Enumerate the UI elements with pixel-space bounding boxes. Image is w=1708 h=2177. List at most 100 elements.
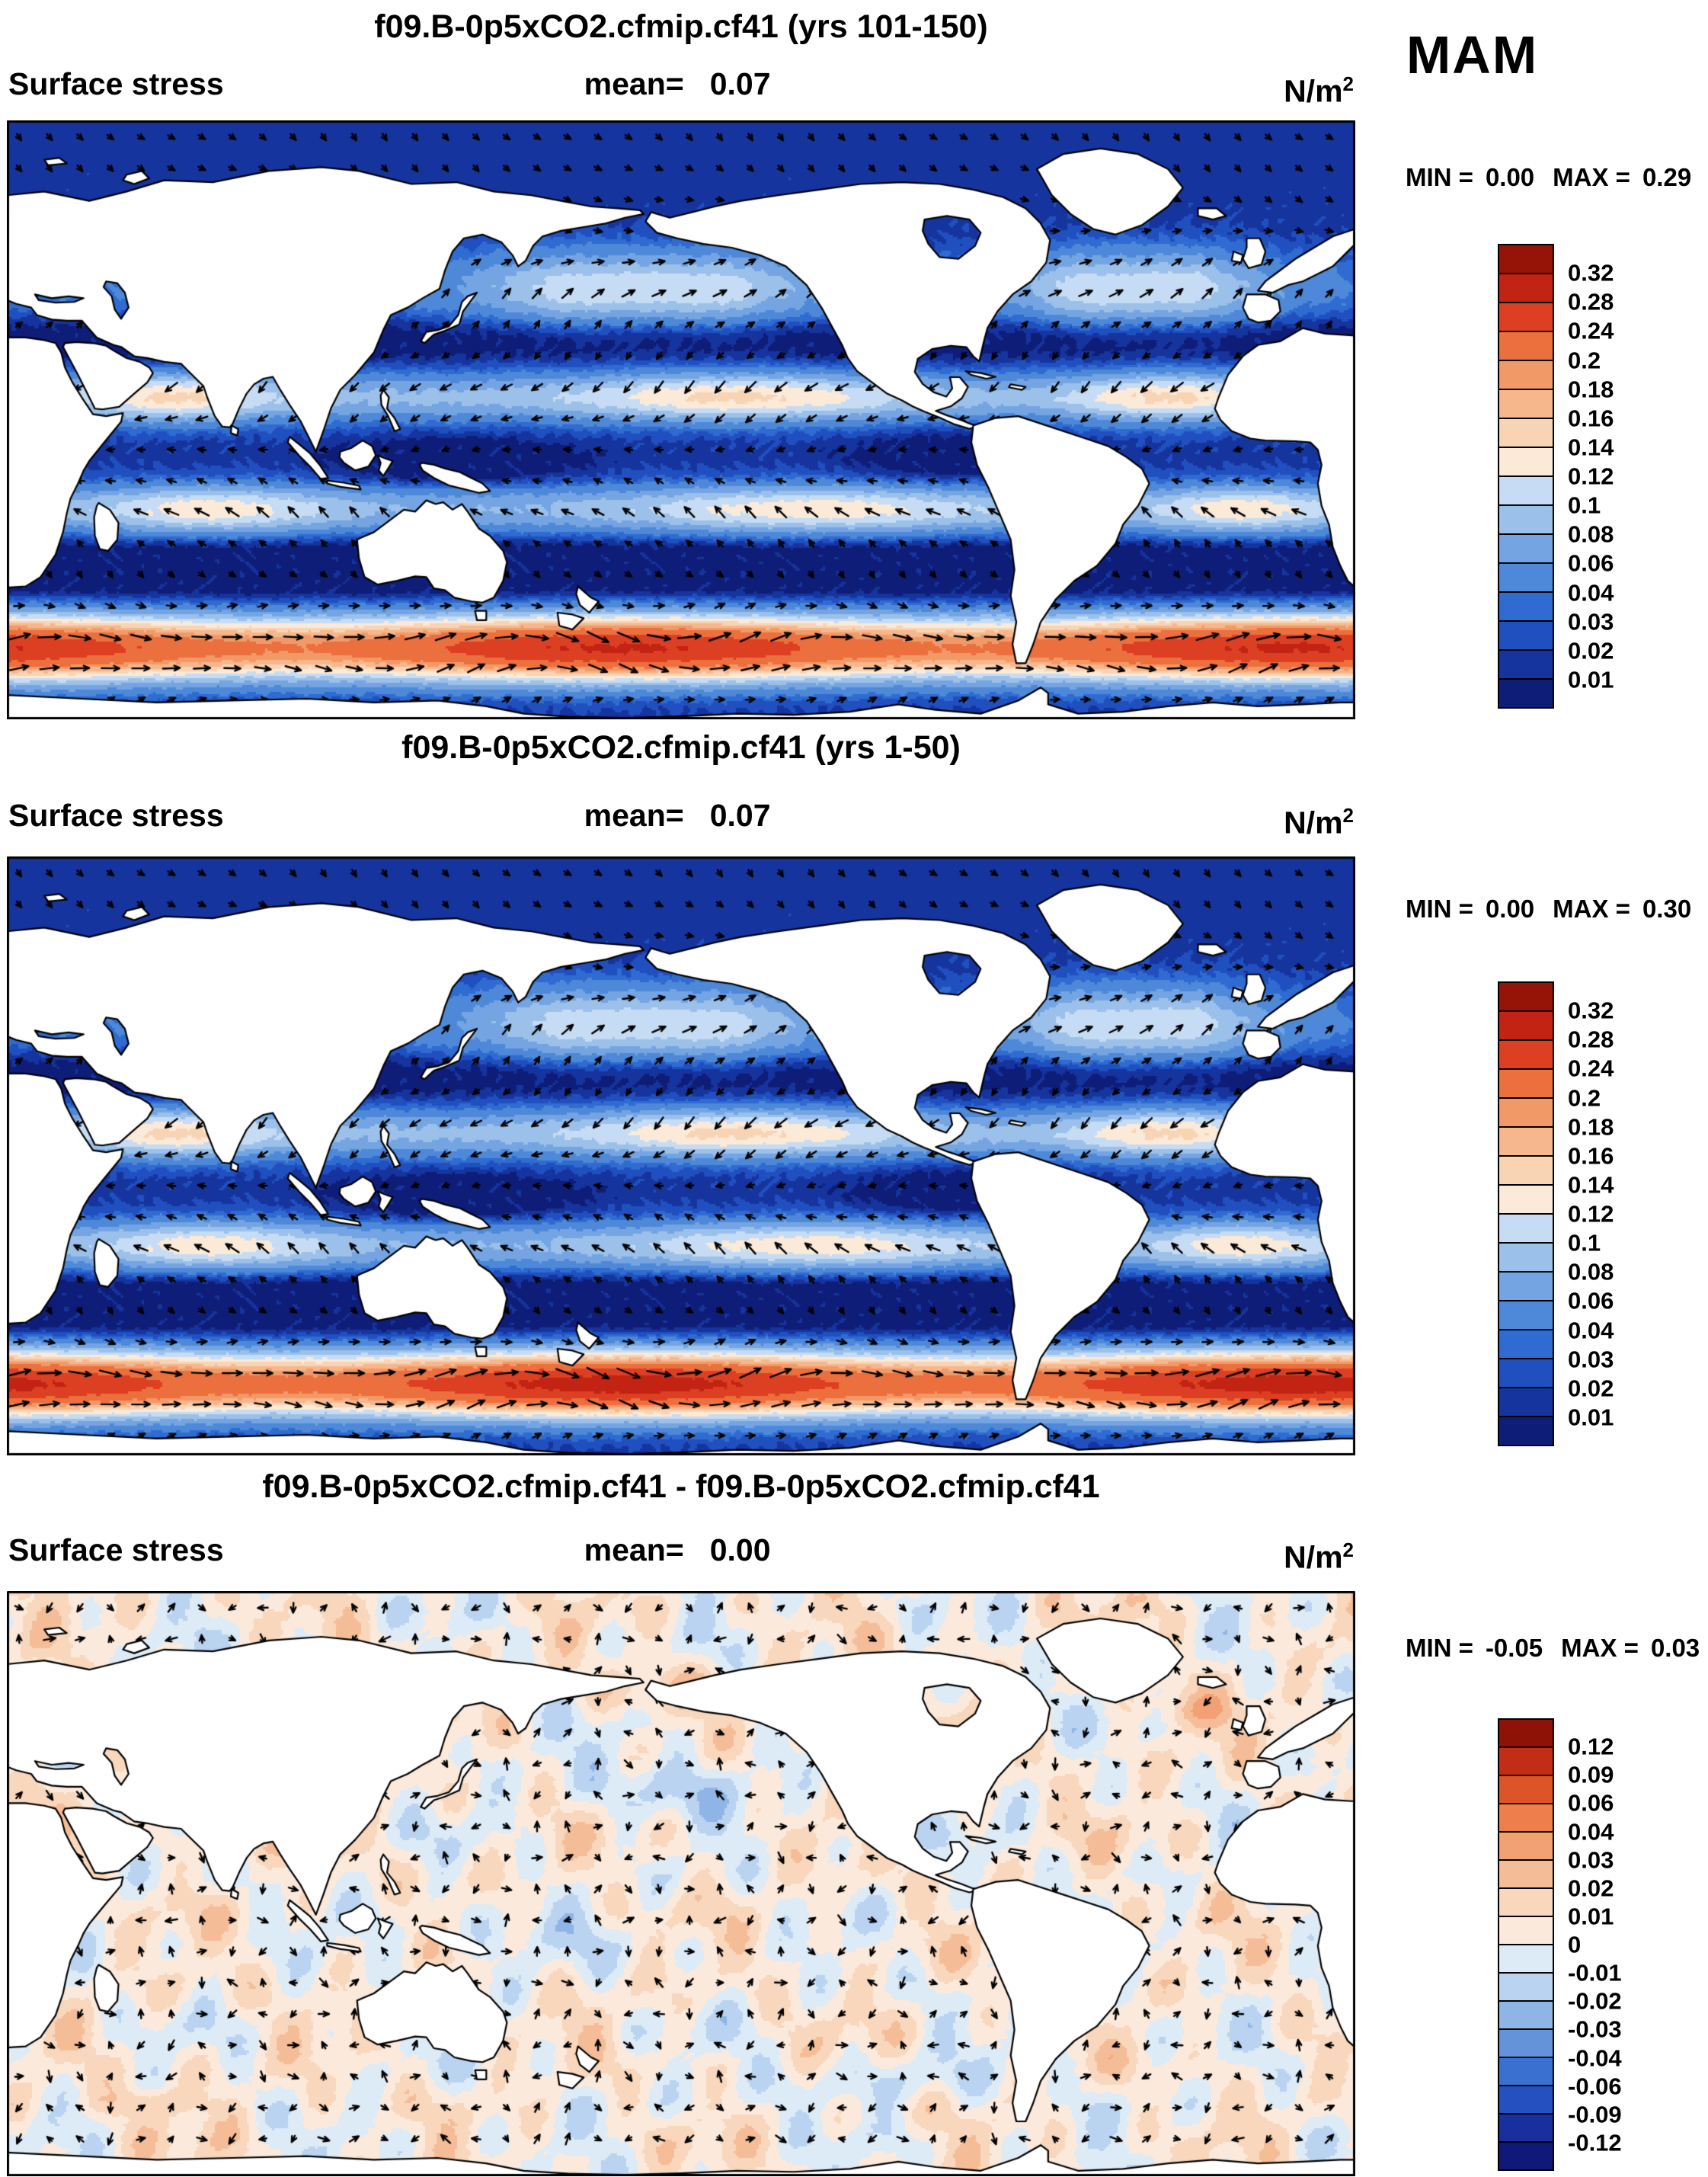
mean-readout: mean= 0.00 [584, 1530, 771, 1570]
colorbar-tick: 0.08 [1568, 520, 1614, 548]
colorbar-tick: 0.02 [1568, 1375, 1614, 1402]
colorbar-tick: -0.12 [1568, 2129, 1622, 2156]
minmax-row-3: MIN = -0.05 MAX = 0.03 [1406, 1634, 1700, 1663]
colorbar-cell [1499, 1974, 1553, 2002]
max-label: MAX = [1561, 1634, 1639, 1662]
colorbar-cell [1499, 1186, 1553, 1215]
colorbar-tick: 0.01 [1568, 1404, 1614, 1431]
min-value: 0.00 [1485, 163, 1535, 191]
map-canvas-3 [7, 1591, 1355, 2176]
mean-readout: mean= 0.07 [584, 796, 771, 835]
colorbar-1: 0.32 0.28 0.24 0.2 0.18 0.16 0.14 0.12 0.1 0.08 0.… [1498, 244, 1614, 709]
colorbar-cell [1499, 1861, 1553, 1889]
colorbar-cell [1499, 2030, 1553, 2058]
colorbar-cells [1498, 981, 1554, 1446]
units-base: N/m [1284, 73, 1343, 109]
map-canvas-2 [7, 856, 1355, 1455]
colorbar-tick: -0.02 [1568, 1987, 1622, 2015]
colorbar-cell [1499, 477, 1553, 506]
colorbar-tick: 0.06 [1568, 1287, 1614, 1314]
colorbar-cell [1499, 1070, 1553, 1099]
max-value: 0.29 [1642, 163, 1692, 191]
variable-label: Surface stress [8, 798, 224, 833]
colorbar-3: 0.12 0.09 0.06 0.04 0.03 0.02 0.01 0 -0.01 -0.02-… [1498, 1718, 1622, 2171]
colorbar-cell [1499, 1776, 1553, 1804]
colorbar-cell [1499, 1244, 1553, 1273]
units-exponent: 2 [1342, 72, 1354, 95]
panel-3-title: f09.B-0p5xCO2.cfmip.cf41 - f09.B-0p5xCO2… [262, 1468, 1100, 1505]
max-value: 0.03 [1650, 1634, 1700, 1662]
colorbar-cell [1499, 1157, 1553, 1186]
colorbar-tick: 0.03 [1568, 1846, 1614, 1874]
colorbar-cell [1499, 1833, 1553, 1861]
colorbar-tick: 0.1 [1568, 491, 1601, 519]
colorbar-cell [1499, 564, 1553, 593]
colorbar-cell [1499, 245, 1553, 274]
colorbar-cell [1499, 2058, 1553, 2086]
units-base: N/m [1284, 805, 1343, 840]
colorbar-tick: 0.2 [1568, 347, 1601, 373]
colorbar-cell [1499, 1012, 1553, 1041]
colorbar-cell [1499, 593, 1553, 622]
colorbar-tick: -0.01 [1568, 1959, 1622, 1987]
colorbar-cell [1499, 622, 1553, 651]
min-label: MIN = [1406, 1634, 1473, 1662]
colorbar-tick: 0.03 [1568, 608, 1614, 635]
units-label: N/m2 [1284, 796, 1354, 843]
colorbar-tick: 0.1 [1568, 1229, 1601, 1257]
colorbar-tick: 0.08 [1568, 1258, 1614, 1285]
colorbar-tick: 0.03 [1568, 1346, 1614, 1373]
colorbar-cell [1499, 1889, 1553, 1917]
min-label: MIN = [1406, 163, 1473, 191]
colorbar-cell [1499, 390, 1553, 419]
units-label: N/m2 [1284, 1530, 1354, 1577]
colorbar-cell [1499, 2143, 1553, 2169]
mean-label: mean= [584, 798, 684, 833]
colorbar-tick: 0.04 [1568, 1317, 1614, 1343]
colorbar-tick: 0.02 [1568, 1874, 1614, 1902]
variable-label: Surface stress [8, 1532, 224, 1567]
units-base: N/m [1284, 1539, 1343, 1575]
colorbar-tick: 0.02 [1568, 637, 1614, 664]
mean-label: mean= [584, 66, 684, 101]
colorbar-tick: 0 [1568, 1931, 1582, 1958]
panel-1-header-row: Surface stress mean= 0.07 N/m2 [7, 64, 1355, 109]
colorbar-tick: 0.24 [1568, 317, 1614, 344]
colorbar-cell [1499, 2002, 1553, 2030]
panel-1-title: f09.B-0p5xCO2.cfmip.cf41 (yrs 101-150) [374, 8, 988, 45]
colorbar-cell [1499, 419, 1553, 448]
colorbar-cells [1498, 1718, 1554, 2171]
mean-value: 0.07 [709, 798, 771, 833]
colorbar-cell [1499, 1099, 1553, 1128]
colorbar-cell [1499, 1945, 1553, 1974]
min-value: 0.00 [1485, 895, 1535, 923]
colorbar-cell [1499, 1215, 1553, 1244]
colorbar-tick: 0.12 [1568, 463, 1614, 490]
mean-value: 0.07 [709, 66, 771, 101]
colorbar-tick: 0.01 [1568, 1903, 1614, 1930]
units-exponent: 2 [1342, 1538, 1354, 1561]
units-exponent: 2 [1342, 804, 1354, 827]
colorbar-cell [1499, 1359, 1553, 1388]
colorbar-tick: 0.04 [1568, 1818, 1614, 1845]
colorbar-cell [1499, 274, 1553, 303]
minmax-row-1: MIN = 0.00 MAX = 0.29 [1406, 163, 1691, 192]
colorbar-cell [1499, 1388, 1553, 1417]
colorbar-tick: 0.28 [1568, 288, 1614, 315]
colorbar-cells [1498, 244, 1554, 709]
colorbar-tick: 0.06 [1568, 549, 1614, 577]
season-label: MAM [1406, 25, 1539, 85]
colorbar-tick: 0.04 [1568, 579, 1614, 606]
colorbar-tick: 0.24 [1568, 1055, 1614, 1082]
colorbar-cell [1499, 680, 1553, 707]
map-canvas-1 [7, 120, 1355, 719]
colorbar-2: 0.32 0.28 0.24 0.2 0.18 0.16 0.14 0.12 0.1 0.08 0.… [1498, 981, 1614, 1446]
max-value: 0.30 [1642, 895, 1692, 923]
colorbar-tick: 0.14 [1568, 1171, 1614, 1199]
max-label: MAX = [1553, 163, 1630, 191]
variable-label: Surface stress [8, 66, 224, 101]
colorbar-cell [1499, 1804, 1553, 1833]
colorbar-tick: 0.01 [1568, 666, 1614, 693]
colorbar-cell [1499, 2086, 1553, 2115]
